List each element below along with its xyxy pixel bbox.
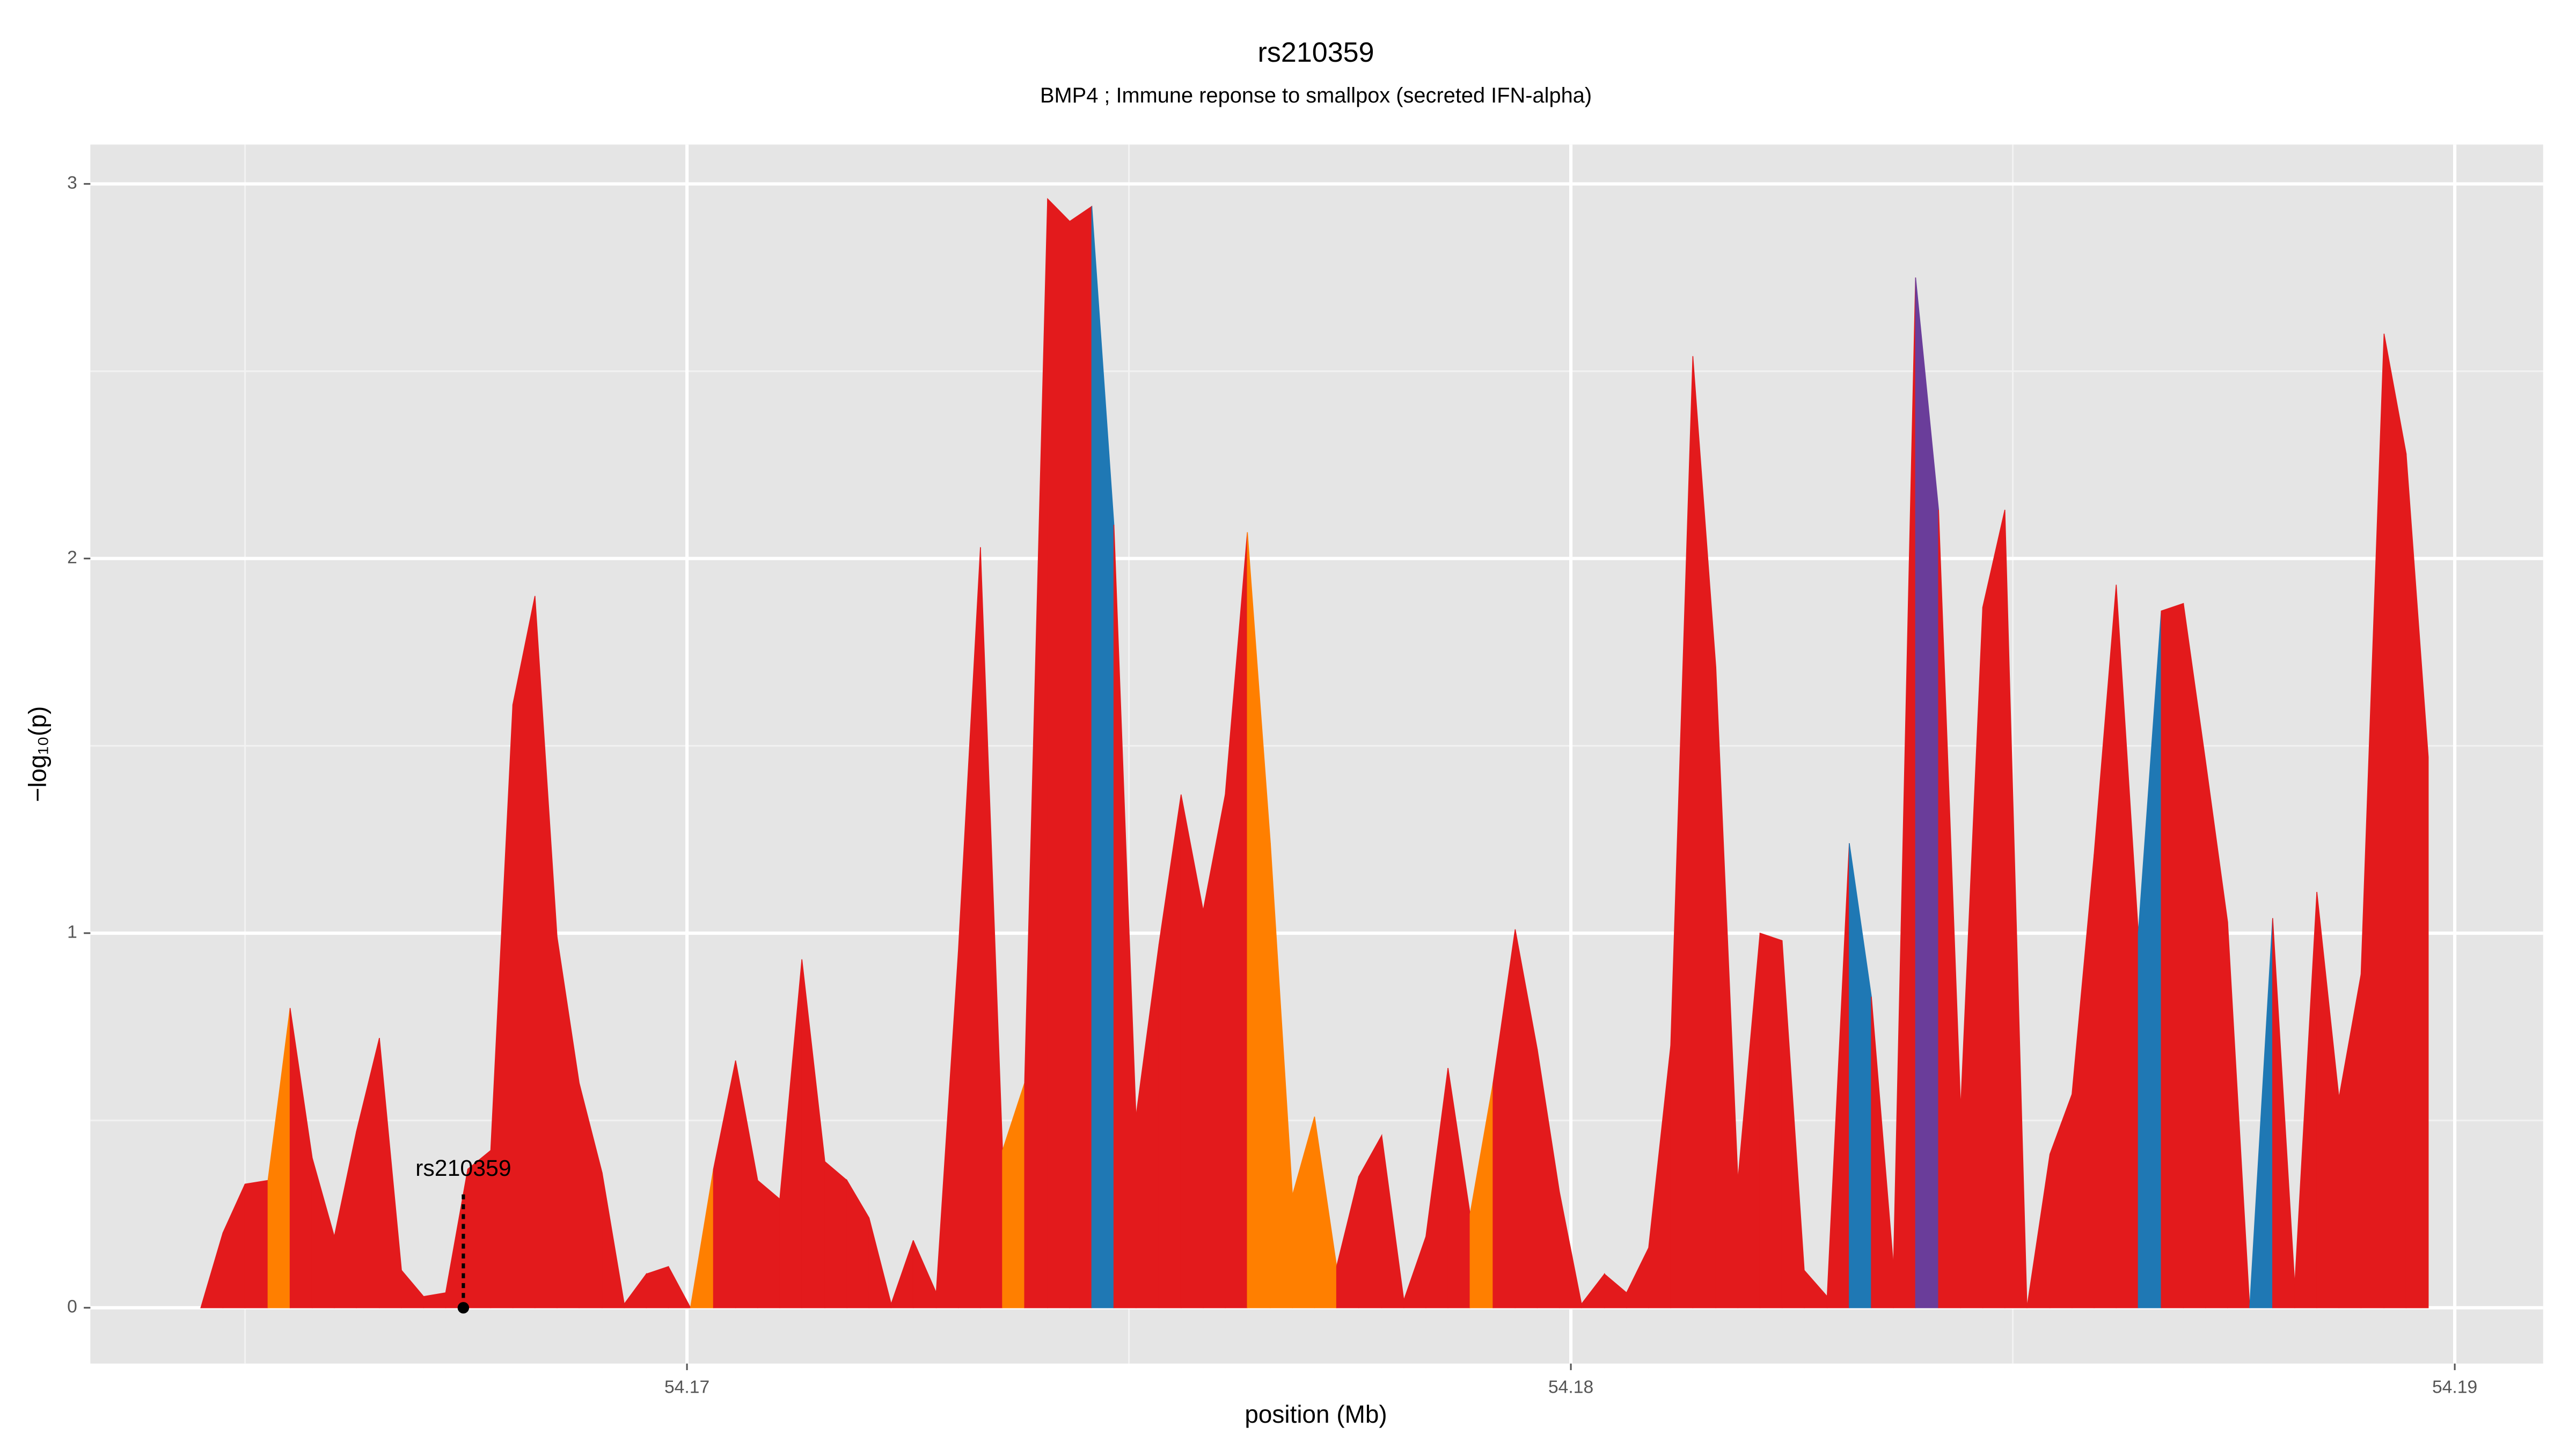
x-tick-label: 54.18 — [1548, 1378, 1593, 1397]
area-segment — [1759, 932, 1783, 1308]
x-tick-label: 54.19 — [2432, 1378, 2477, 1397]
y-tick-label: 0 — [67, 1297, 77, 1317]
area-segment — [1069, 206, 1093, 1308]
annotation-label: rs210359 — [415, 1155, 511, 1181]
area-segment — [2161, 603, 2184, 1308]
area-segment — [646, 1265, 669, 1308]
y-tick-label: 2 — [67, 548, 77, 568]
area-segment — [824, 1160, 847, 1308]
area-segment — [668, 1266, 691, 1308]
area-segment — [2004, 509, 2028, 1308]
y-tick-label: 3 — [67, 173, 77, 193]
area-segment — [2383, 333, 2407, 1308]
area-segment — [512, 596, 536, 1308]
area-segment — [1982, 509, 2006, 1308]
chart-subtitle: BMP4 ; Immune reponse to smallpox (secre… — [1040, 84, 1592, 107]
area-segment — [2405, 453, 2429, 1308]
area-segment — [244, 1180, 269, 1308]
annotation-point — [457, 1302, 470, 1314]
area-segment — [1047, 197, 1071, 1308]
area-segment — [2227, 921, 2250, 1308]
area: rs210359 — [200, 197, 2429, 1314]
x-axis-label: position (Mb) — [1245, 1400, 1387, 1428]
chart-title: rs210359 — [1258, 37, 1374, 68]
x-tick-label: 54.17 — [664, 1378, 709, 1397]
y-axis-label: −log₁₀(p) — [24, 706, 52, 802]
axes: 54.17 54.18 54.19 0 1 2 3 — [67, 173, 2477, 1397]
y-tick-label: 1 — [67, 923, 77, 942]
area-segment — [757, 1179, 780, 1308]
